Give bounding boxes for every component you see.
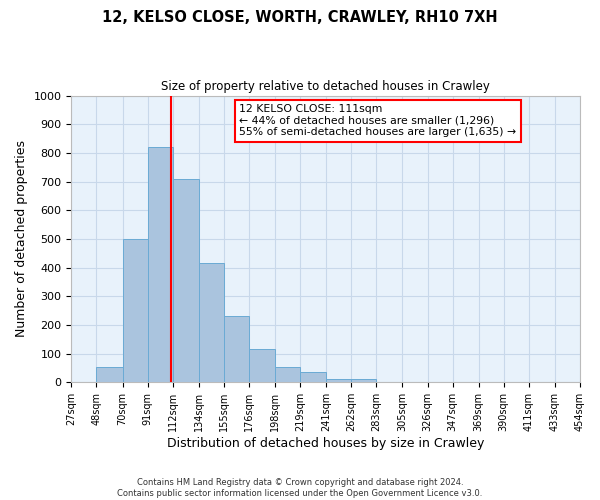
Bar	[249, 348, 275, 382]
Bar	[224, 316, 249, 382]
Y-axis label: Number of detached properties: Number of detached properties	[15, 140, 28, 338]
Bar	[96, 366, 122, 382]
Bar	[275, 366, 300, 382]
Bar	[326, 380, 351, 382]
Bar	[148, 147, 173, 382]
Text: Contains HM Land Registry data © Crown copyright and database right 2024.
Contai: Contains HM Land Registry data © Crown c…	[118, 478, 482, 498]
Text: 12, KELSO CLOSE, WORTH, CRAWLEY, RH10 7XH: 12, KELSO CLOSE, WORTH, CRAWLEY, RH10 7X…	[102, 10, 498, 25]
Bar	[122, 239, 148, 382]
Bar	[351, 380, 376, 382]
Title: Size of property relative to detached houses in Crawley: Size of property relative to detached ho…	[161, 80, 490, 93]
Bar	[173, 178, 199, 382]
Bar	[300, 372, 326, 382]
Text: 12 KELSO CLOSE: 111sqm
← 44% of detached houses are smaller (1,296)
55% of semi-: 12 KELSO CLOSE: 111sqm ← 44% of detached…	[239, 104, 516, 138]
Bar	[199, 264, 224, 382]
X-axis label: Distribution of detached houses by size in Crawley: Distribution of detached houses by size …	[167, 437, 484, 450]
